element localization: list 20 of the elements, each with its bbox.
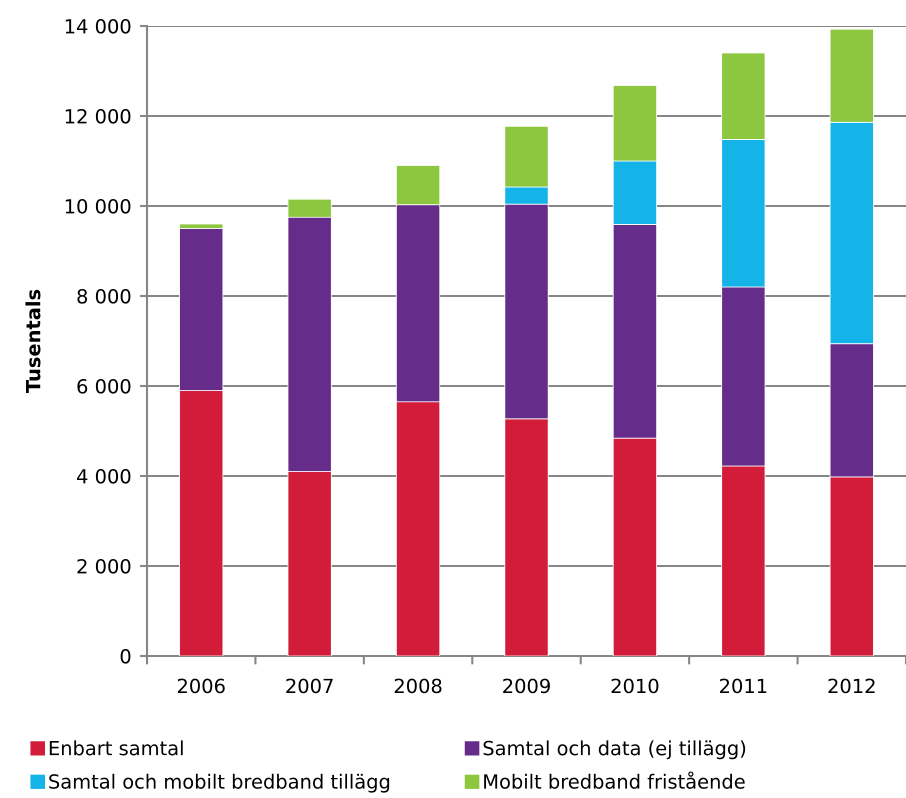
legend-label: Samtal och data (ej tillägg) <box>484 740 746 760</box>
y-tick-label: 6 000 <box>77 378 130 394</box>
legend-label: Samtal och mobilt bredband tillägg <box>49 774 390 793</box>
y-tick-label: 10 000 <box>66 198 130 214</box>
y-tick-label: 4 000 <box>77 468 130 484</box>
legend-label: Mobilt bredband fristående <box>484 772 745 789</box>
y-tick-label: 12 000 <box>66 108 130 124</box>
x-tick-label: 2006 <box>178 678 225 694</box>
x-tick-label: 2010 <box>612 678 658 694</box>
y-tick-label: 0 <box>120 648 130 664</box>
y-tick-label: 2 000 <box>77 558 130 574</box>
y-tick-label: 14 000 <box>66 18 130 34</box>
x-tick-label: 2007 <box>286 678 333 694</box>
x-tick-label: 2011 <box>720 678 766 694</box>
x-tick-label: 2012 <box>828 678 875 694</box>
x-tick-label: 2008 <box>394 678 442 694</box>
x-tick-label: 2009 <box>503 678 550 694</box>
y-axis-title: Tusentals <box>25 290 40 394</box>
y-tick-label: 8 000 <box>77 288 130 304</box>
legend-label: Enbart samtal <box>50 740 183 756</box>
